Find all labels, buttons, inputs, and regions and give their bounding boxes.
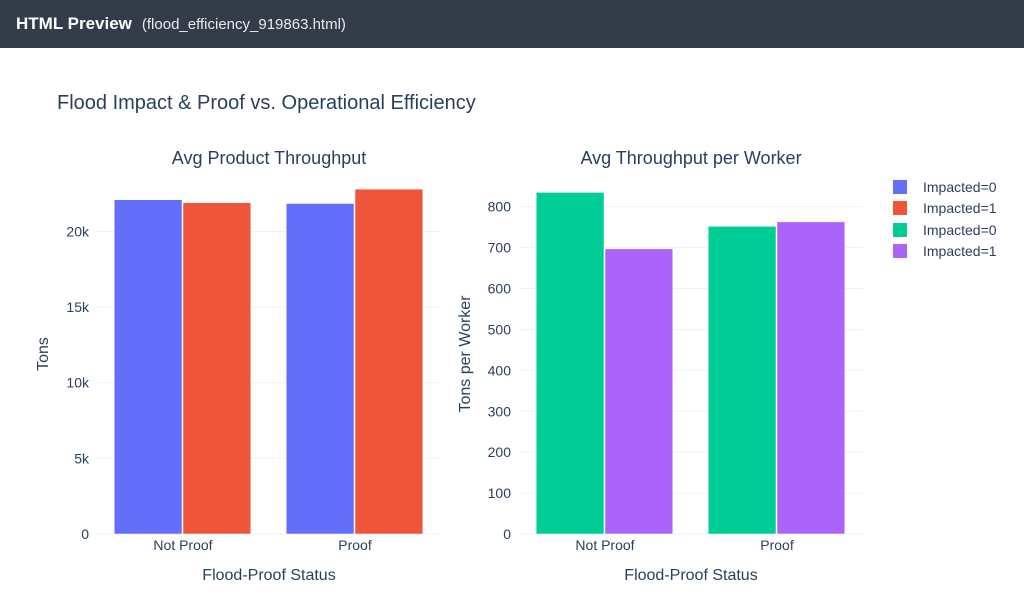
- legend-label: Impacted=0: [923, 221, 997, 238]
- x-tick-label: Proof: [338, 537, 372, 553]
- x-tick-label: Not Proof: [153, 537, 212, 553]
- subplot-title: Avg Product Throughput: [172, 148, 366, 168]
- y-tick-label: 0: [503, 526, 511, 542]
- bar: [707, 226, 777, 535]
- bar: [113, 199, 183, 535]
- bar: [604, 248, 674, 535]
- legend-swatch: [893, 244, 907, 259]
- y-tick-label: 600: [488, 281, 512, 297]
- chart-area: 0 5k 10k 15k 20k Not Proof Proof Avg Product Th…: [35, 148, 863, 584]
- legend: Impacted=0 Impacted=1 Impacted=0 Impacte…: [893, 176, 997, 262]
- y-axis-label: Tons per Worker: [457, 295, 474, 413]
- x-tick-label: Proof: [760, 537, 794, 553]
- y-tick-label: 500: [488, 321, 512, 337]
- y-tick-label: 700: [488, 240, 512, 256]
- bar: [182, 202, 252, 535]
- y-tick-label: 10k: [66, 375, 90, 391]
- legend-label: Impacted=1: [923, 243, 997, 260]
- y-axis-label: Tons: [35, 337, 52, 371]
- window-titlebar: HTML Preview (flood_efficiency_919863.ht…: [0, 0, 1024, 48]
- bar: [776, 221, 846, 535]
- legend-item[interactable]: Impacted=0: [893, 176, 997, 198]
- legend-swatch: [893, 222, 907, 237]
- y-tick-label: 300: [488, 403, 512, 419]
- y-tick-label: 20k: [66, 223, 90, 239]
- bar: [285, 203, 355, 535]
- y-tick-label: 15k: [66, 299, 90, 315]
- legend-item[interactable]: Impacted=1: [893, 241, 997, 263]
- legend-label: Impacted=1: [923, 200, 997, 217]
- bar: [535, 192, 605, 535]
- y-tick-label: 200: [488, 444, 512, 460]
- figure-title: Flood Impact & Proof vs. Operational Eff…: [57, 92, 476, 114]
- file-name: (flood_efficiency_919863.html): [141, 15, 346, 33]
- y-tick-label: 800: [488, 199, 512, 215]
- legend-swatch: [893, 179, 907, 194]
- bar: [354, 188, 424, 535]
- legend-item[interactable]: Impacted=0: [893, 219, 997, 241]
- y-tick-label: 0: [81, 526, 89, 542]
- legend-label: Impacted=0: [923, 178, 997, 195]
- x-tick-label: Not Proof: [575, 537, 634, 553]
- subplot-title: Avg Throughput per Worker: [580, 148, 801, 168]
- y-tick-label: 5k: [74, 450, 90, 466]
- app-title: HTML Preview: [16, 14, 132, 33]
- y-tick-label: 100: [488, 485, 512, 501]
- y-tick-label: 400: [488, 362, 512, 378]
- legend-item[interactable]: Impacted=1: [893, 198, 997, 220]
- x-axis-label: Flood-Proof Status: [624, 567, 757, 584]
- legend-swatch: [893, 201, 907, 216]
- x-axis-label: Flood-Proof Status: [202, 567, 335, 584]
